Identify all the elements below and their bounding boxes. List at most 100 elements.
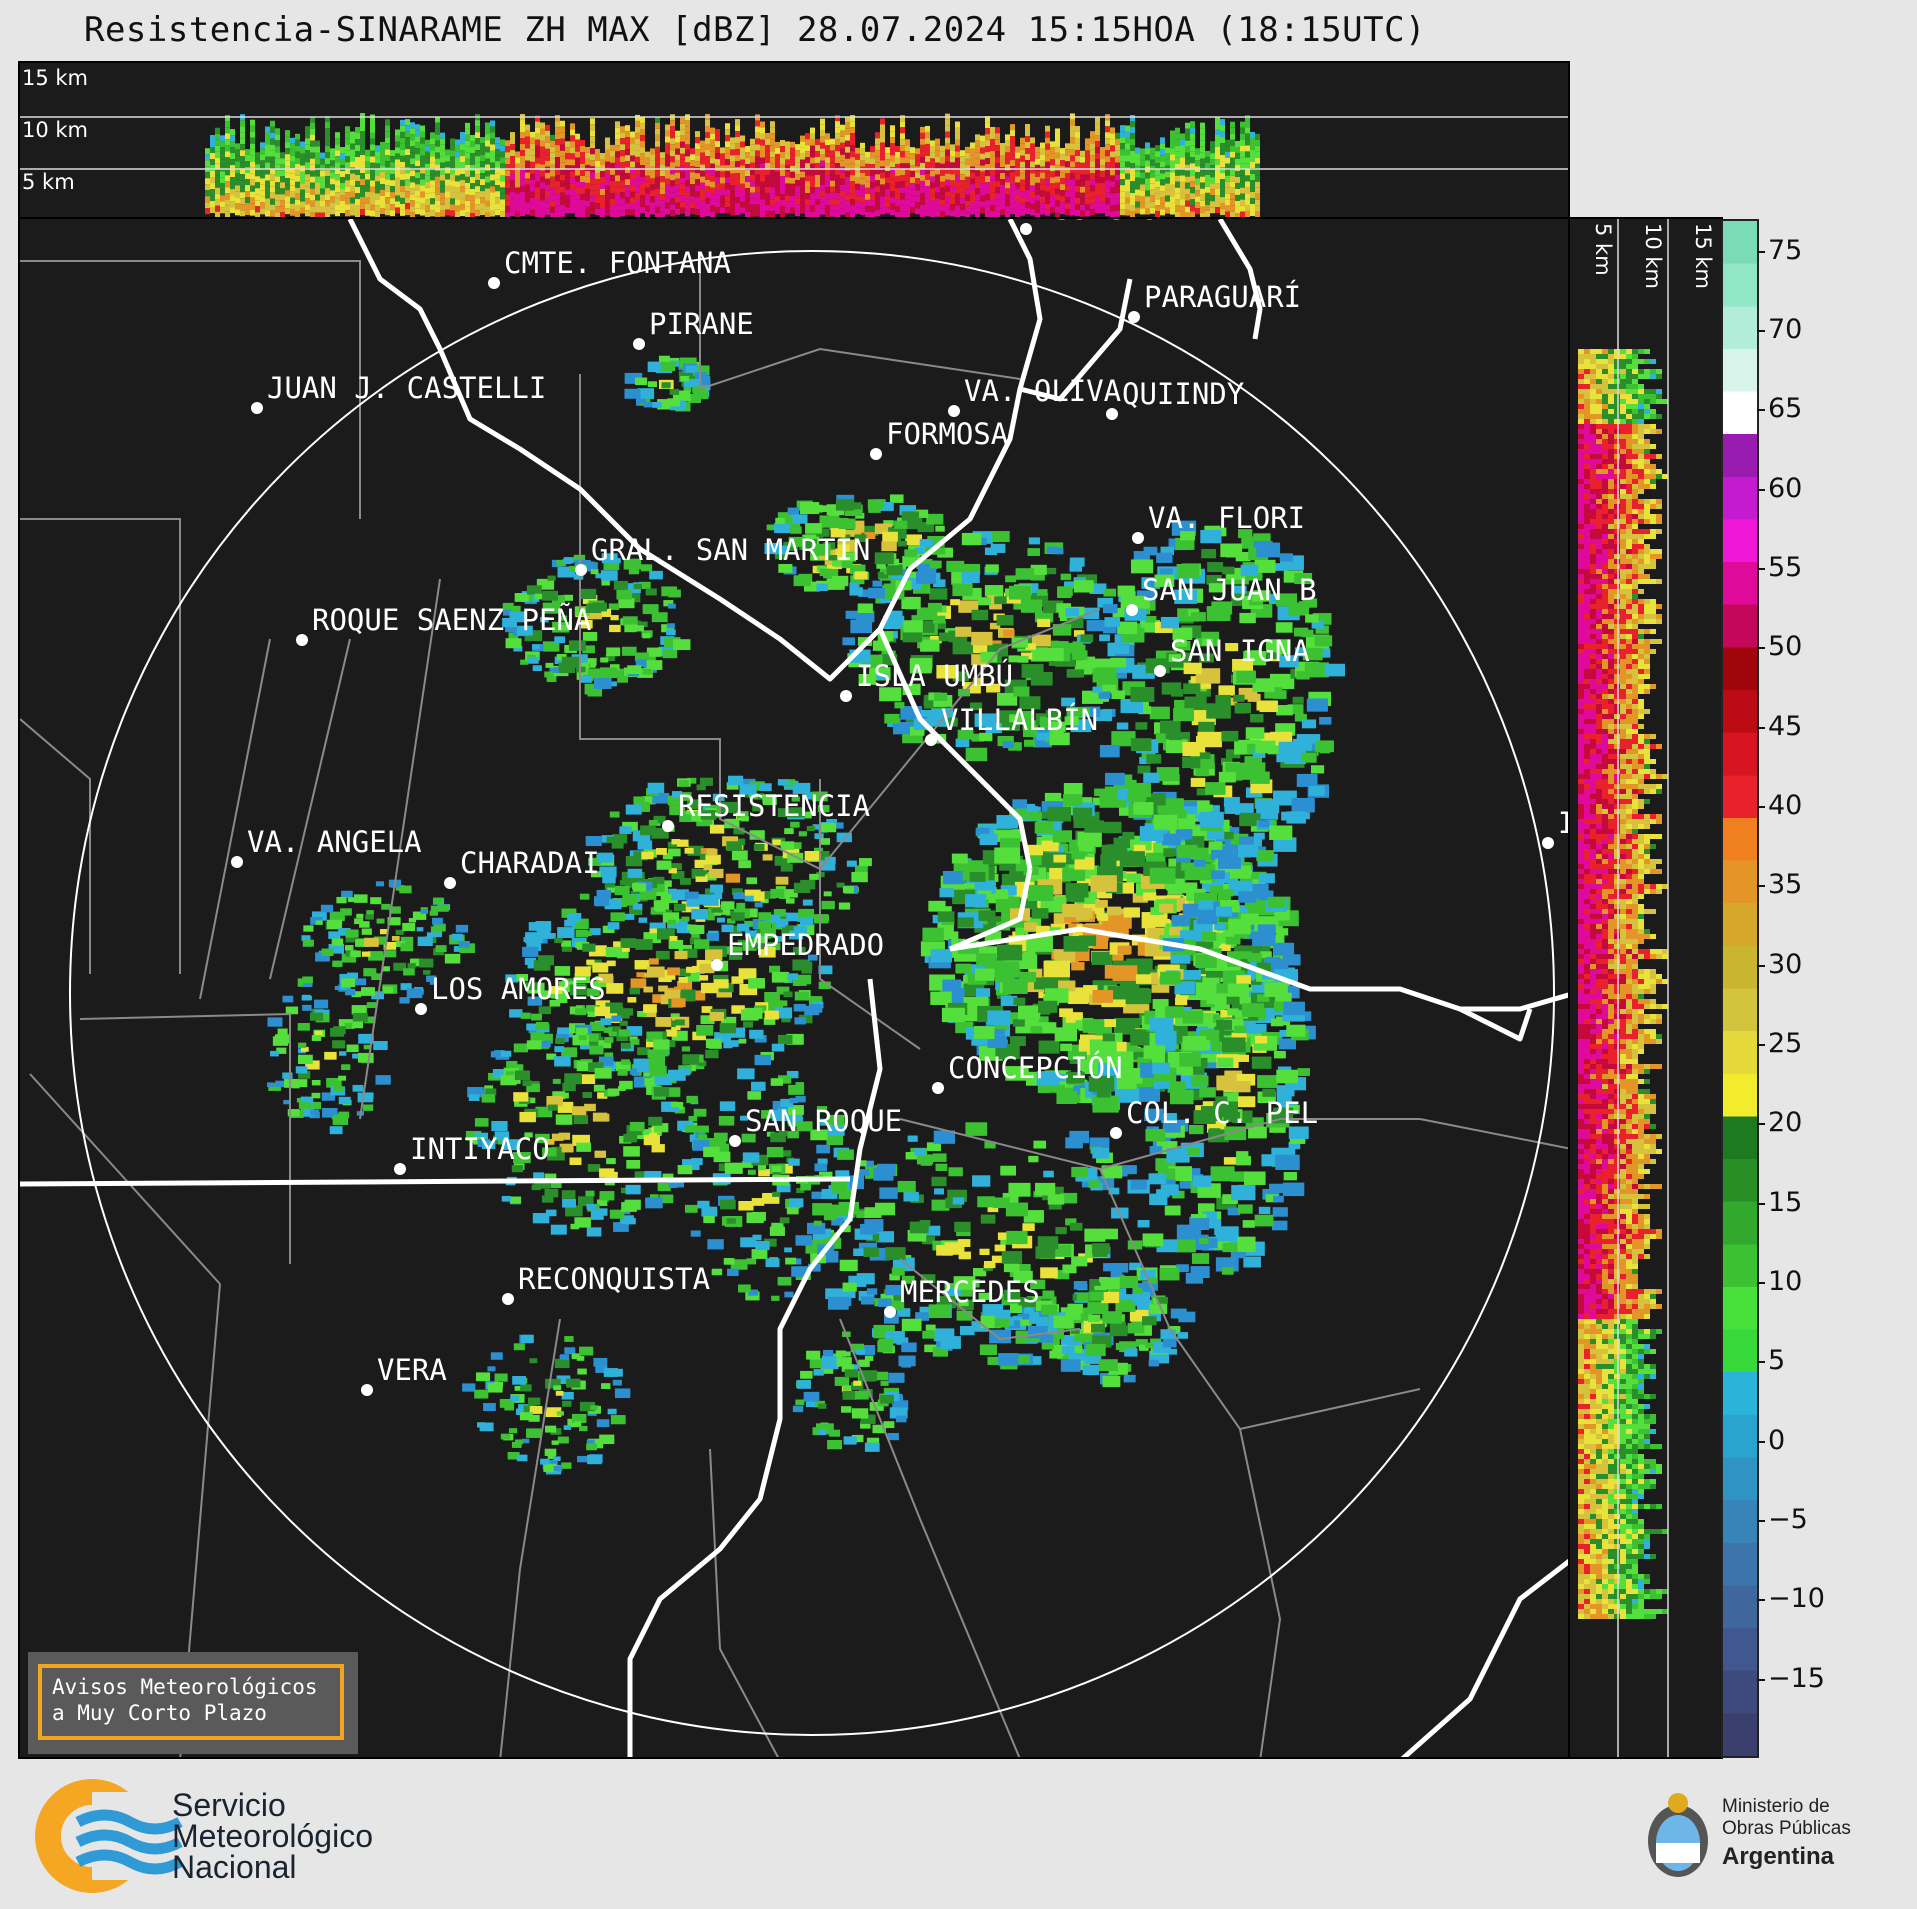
- profile-cell: [1050, 207, 1055, 214]
- profile-cell: [960, 156, 965, 163]
- profile-cell: [490, 120, 495, 127]
- echo-cell: [955, 1021, 974, 1034]
- profile-cell: [940, 151, 945, 158]
- profile-cell: [590, 154, 595, 161]
- echo-cell: [967, 916, 983, 926]
- profile-cell: [535, 199, 540, 206]
- profile-cell: [770, 151, 775, 158]
- profile-cell: [300, 183, 305, 190]
- profile-cell: [935, 144, 940, 151]
- profile-cell: [815, 192, 820, 199]
- profile-cell: [725, 189, 730, 196]
- profile-cell: [800, 183, 805, 190]
- profile-cell: [590, 136, 595, 143]
- profile-cell: [1065, 149, 1070, 156]
- echo-cell: [1073, 580, 1094, 593]
- profile-cell: [670, 168, 675, 175]
- profile-cell: [495, 143, 500, 150]
- profile-cell: [625, 173, 630, 180]
- profile-cell: [955, 211, 960, 217]
- profile-cell: [1040, 178, 1045, 185]
- echo-cell: [984, 585, 1004, 597]
- profile-cell: [530, 131, 535, 138]
- profile-cell: [475, 150, 480, 157]
- echo-cell: [1104, 786, 1117, 794]
- echo-cell: [1258, 1206, 1271, 1215]
- profile-cell: [535, 193, 540, 200]
- echo-cell: [1202, 976, 1220, 988]
- profile-cell: [455, 193, 460, 200]
- echo-cell: [781, 780, 790, 786]
- profile-cell: [1070, 173, 1075, 180]
- profile-cell: [880, 172, 885, 179]
- profile-cell: [1105, 198, 1110, 205]
- echo-cell: [1031, 908, 1049, 919]
- profile-cell: [460, 174, 465, 181]
- profile-cell: [765, 180, 770, 187]
- echo-cell: [813, 914, 829, 924]
- profile-cell: [705, 185, 710, 192]
- profile-cell: [205, 184, 210, 191]
- profile-cell: [1050, 189, 1055, 196]
- profile-cell: [335, 192, 340, 199]
- profile-cell: [795, 204, 800, 211]
- echo-cell: [879, 654, 898, 666]
- echo-cell: [692, 1031, 706, 1041]
- profile-cell: [735, 137, 740, 144]
- profile-cell: [570, 183, 575, 190]
- profile-cell: [815, 204, 820, 211]
- profile-cell: [970, 160, 975, 167]
- profile-cell: [1230, 145, 1235, 152]
- echo-cell: [1183, 662, 1202, 675]
- profile-cell: [505, 158, 510, 165]
- profile-cell: [235, 173, 240, 180]
- profile-cell: [875, 198, 880, 205]
- profile-cell: [500, 211, 505, 217]
- profile-cell: [410, 200, 415, 207]
- profile-cell: [710, 157, 715, 164]
- profile-cell: [345, 150, 350, 157]
- profile-cell: [880, 184, 885, 191]
- profile-cell: [385, 131, 390, 138]
- profile-cell: [1180, 175, 1185, 182]
- profile-cell: [655, 182, 660, 189]
- profile-cell: [700, 146, 705, 153]
- profile-cell: [1200, 140, 1205, 147]
- profile-cell: [955, 175, 960, 182]
- profile-cell: [955, 187, 960, 194]
- profile-cell: [1180, 163, 1185, 170]
- profile-cell: [675, 154, 680, 161]
- profile-cell: [735, 119, 740, 126]
- profile-cell: [480, 167, 485, 174]
- profile-cell: [270, 186, 275, 193]
- profile-cell: [620, 156, 625, 163]
- profile-cell: [1115, 150, 1120, 157]
- profile-cell: [890, 209, 895, 216]
- echo-cell: [961, 532, 982, 546]
- profile-cell: [345, 168, 350, 175]
- profile-cell: [855, 159, 860, 166]
- profile-cell: [870, 170, 875, 177]
- profile-cell: [540, 122, 545, 129]
- profile-cell: [1025, 208, 1030, 215]
- profile-cell: [1030, 137, 1035, 144]
- profile-cell: [1105, 156, 1110, 163]
- profile-cell: [1205, 150, 1210, 157]
- echo-cell: [1064, 912, 1080, 923]
- echo-cell: [1239, 836, 1254, 846]
- echo-cell: [811, 543, 831, 556]
- echo-cell: [987, 1010, 1011, 1025]
- profile-cell: [440, 186, 445, 193]
- profile-cell: [710, 127, 715, 134]
- profile-cell: [225, 181, 230, 188]
- echo-cell: [955, 963, 972, 974]
- echo-cell: [1294, 627, 1309, 637]
- profile-cell: [360, 113, 365, 120]
- profile-cell: [1225, 139, 1230, 146]
- profile-cell: [970, 190, 975, 197]
- radar-map-panel[interactable]: CMTE. FONTANAASUNCIÓNPIRANEPARAGUARÍJUAN…: [18, 217, 1570, 1759]
- profile-cell: [580, 181, 585, 188]
- profile-cell: [1055, 134, 1060, 141]
- echo-cell: [1102, 684, 1116, 694]
- echo-cell: [740, 816, 749, 822]
